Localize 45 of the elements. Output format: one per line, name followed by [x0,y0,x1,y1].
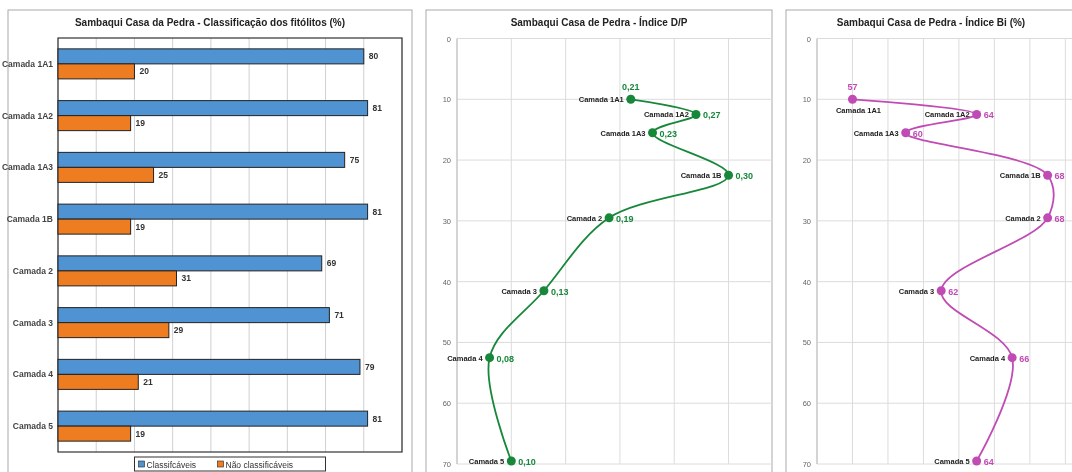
data-label: 19 [135,221,146,232]
data-label: 81 [372,103,383,114]
data-label: 69 [326,258,337,269]
y-tick-label: Camada 1A1 [1,58,54,69]
data-label: 57 [847,82,858,93]
data-label: 81 [372,206,383,217]
data-label: 60 [912,128,923,139]
data-label: 21 [143,376,153,387]
y-tick-label: Camada 3 [12,317,54,328]
data-label: 29 [173,325,184,336]
y-tick-label: Camada 1B [6,214,53,225]
data-label: 64 [983,110,994,121]
data-label: 0,21 [622,82,640,93]
data-label: 0,27 [702,110,721,121]
data-label: 75 [349,154,360,165]
chart-title: Sambaqui Casa de Pedra - Índice Bi (%) [836,16,1026,28]
data-label: 20 [139,66,150,77]
data-label: 81 [372,413,383,424]
data-label: 62 [948,286,959,297]
y-tick-label: Camada 1A2 [1,110,54,121]
legend-label: Não classificáveis [225,459,294,470]
legend-label: Classifcáveis [146,459,197,470]
y-tick-label: Camada 4 [12,369,54,380]
y-tick-label: Camada 2 [12,265,54,276]
data-label: 0,08 [496,353,515,364]
data-label: 25 [158,169,169,180]
data-label: 0,13 [550,286,569,297]
data-label: 0,19 [616,213,634,224]
y-tick-label: Camada 5 [12,421,54,432]
data-label: 79 [364,361,375,372]
chart-title: Sambaqui Casa da Pedra - Classificação dos fitólitos (%) [74,17,346,28]
data-label: 80 [368,51,379,62]
data-label: 0,23 [659,128,678,139]
y-tick-label: Camada 1A3 [1,162,54,173]
data-label: 0,10 [518,456,536,467]
data-label: 66 [1019,353,1030,364]
chart-title: Sambaqui Casa de Pedra - Índice D/P [510,16,688,28]
data-label: 19 [135,118,146,129]
data-label: 68 [1054,213,1065,224]
data-label: 71 [334,310,345,321]
data-label: 68 [1054,171,1065,182]
data-label: 64 [983,456,994,467]
data-label: 0,30 [735,171,754,182]
data-label: 31 [181,273,192,284]
data-label: 19 [135,428,146,439]
